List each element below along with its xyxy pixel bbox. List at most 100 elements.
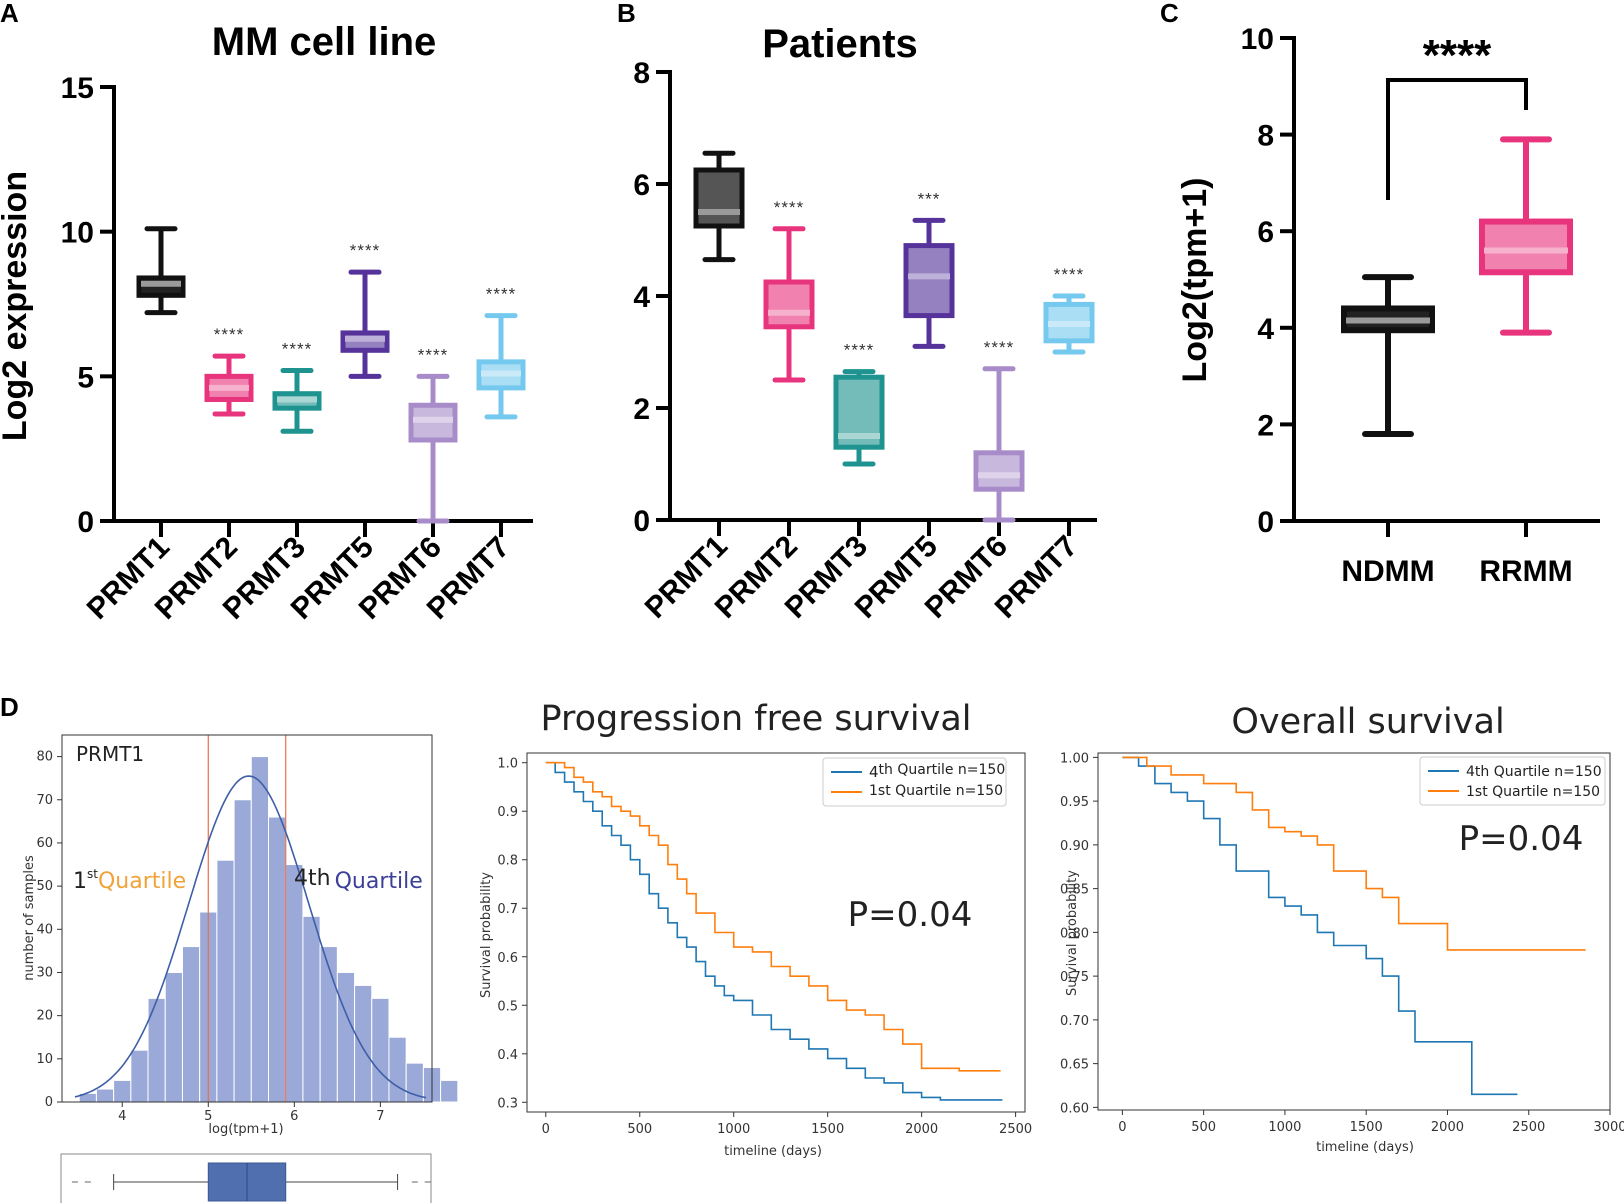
x-tick-label: 2500 [999, 1122, 1032, 1137]
significance-label: **** [418, 345, 448, 364]
pfs-chart: Progression free survival Survival proba… [479, 699, 1032, 1159]
histogram-bars [78, 756, 459, 1103]
x-tick-label: 2000 [905, 1122, 938, 1137]
x-tick-label: 7 [376, 1109, 384, 1124]
y-tick-label: 6 [633, 169, 650, 202]
x-tick-label: 0 [542, 1122, 550, 1137]
y-tick-label: 6 [1257, 216, 1274, 249]
y-tick-label: 0.90 [1060, 839, 1089, 854]
panel-b-title: Patients [762, 22, 918, 66]
pfs-legend-q4-pre: 4 [869, 763, 879, 781]
os-legend-q1: 1st Quartile n=150 [1466, 784, 1600, 800]
x-tick-label: 2000 [1431, 1120, 1464, 1135]
significance-label: **** [486, 285, 516, 304]
y-tick-label: 0.65 [1060, 1058, 1089, 1073]
panel-c-chart: Log2(tpm+1) 0 2 4 6 8 10 NDMM RRMM **** [1176, 23, 1600, 588]
first-quartile-curve [545, 761, 1001, 1072]
os-title: Overall survival [1231, 702, 1504, 742]
x-tick-label: NDMM [1341, 555, 1434, 588]
y-tick-label: 80 [36, 750, 53, 765]
os-axes: 0 500 1000 1500 2000 2500 3000 0.60 0.65 0.70 0.75… [1060, 751, 1624, 1135]
y-tick-label: 20 [36, 1009, 53, 1024]
histogram-bar [233, 799, 252, 1103]
y-tick-label: 10 [1241, 23, 1274, 56]
x-tick-label: 500 [1191, 1120, 1216, 1135]
y-tick-label: 0.6 [497, 951, 518, 966]
pfs-axes: 0 500 1000 1500 2000 2500 0.3 0.4 0.5 0.6 0.7 0.8 0.… [497, 752, 1032, 1137]
histogram-bar [354, 984, 373, 1103]
y-tick-label: 4 [1257, 313, 1274, 346]
y-tick-label: 4 [633, 281, 650, 314]
significance-label: *** [918, 189, 941, 208]
pfs-y-label: Survival probability [479, 872, 494, 998]
significance-label: **** [214, 325, 244, 344]
y-tick-label: 0.4 [497, 1048, 518, 1063]
kde-line [74, 775, 427, 1099]
histogram-gene-label: PRMT1 [76, 742, 144, 766]
panel-a-y-label: Log2 expression [0, 171, 34, 441]
y-tick-label: 0.75 [1060, 970, 1089, 985]
histogram-bar [164, 971, 183, 1103]
panel-c-axes: 0 2 4 6 8 10 NDMM RRMM [1241, 23, 1600, 588]
histogram-bar [302, 915, 321, 1103]
boxplot-frame [60, 1153, 432, 1203]
first-quartile-word: Quartile [98, 869, 186, 894]
y-tick-label: 5 [77, 361, 94, 394]
x-tick-label: RRMM [1479, 555, 1572, 588]
fourth-quartile-label: 4th Quartile [294, 866, 423, 894]
significance-label: **** [844, 341, 874, 360]
histogram-y-label: number of samples [22, 855, 37, 981]
significance-label: **** [350, 241, 380, 260]
x-tick-label: 1000 [1268, 1120, 1301, 1135]
x-tick-label: 4 [118, 1109, 126, 1124]
box-iqr [693, 167, 745, 229]
os-legend: 4th Quartile n=150 1st Quartile n=150 [1419, 756, 1606, 806]
box-iqr [973, 450, 1025, 492]
y-tick-label: 2 [1257, 409, 1274, 442]
y-tick-label: 0.7 [497, 902, 518, 917]
panel-c-y-label: Log2(tpm+1) [1176, 178, 1214, 383]
x-tick-label: 3000 [1593, 1120, 1624, 1135]
panel-c-boxes [1341, 136, 1573, 438]
histogram-bar [388, 1036, 407, 1103]
x-tick-label: 1500 [1350, 1120, 1383, 1135]
histogram-bar [113, 1079, 132, 1103]
y-tick-label: 0 [633, 505, 650, 538]
first-quartile-sup: st [87, 867, 98, 881]
y-tick-label: 15 [61, 72, 94, 105]
first-quartile-curve [1122, 756, 1586, 951]
y-tick-label: 0.8 [497, 854, 518, 869]
fourth-quartile-num: 4th [294, 866, 331, 891]
plot-frame [1097, 752, 1611, 1111]
fourth-quartile-curve [545, 761, 1003, 1101]
comparison-bracket [1386, 78, 1528, 200]
y-tick-label: 40 [36, 922, 53, 937]
comparison-significance: **** [1423, 31, 1492, 80]
panel-b-boxes: ******************* [693, 150, 1095, 523]
y-tick-label: 0.80 [1060, 926, 1089, 941]
y-tick-label: 30 [36, 965, 53, 980]
y-tick-label: 0.3 [497, 1096, 518, 1111]
fourth-quartile-curve [1122, 756, 1518, 1096]
histogram-bar [371, 997, 390, 1103]
histogram-bar [181, 946, 201, 1103]
x-tick-label: 1500 [811, 1122, 844, 1137]
y-tick-label: 0.60 [1060, 1101, 1089, 1116]
os-lines [1122, 756, 1586, 1096]
panel-label-d: D [0, 692, 19, 722]
box-iqr [763, 279, 815, 330]
pfs-legend-q4-rest: th Quartile n=150 [879, 762, 1006, 778]
panel-b-chart: Patients 02468PRMT1PRMT2PRMT3PRMT5PRMT6P… [633, 22, 1097, 625]
histogram-bar [285, 864, 304, 1103]
pfs-legend-q1: 1st Quartile n=150 [869, 783, 1003, 799]
significance-label: **** [282, 340, 312, 359]
pfs-legend-q4: 4th Quartile n=150 [869, 762, 1005, 781]
first-quartile-label: 1stQuartile [73, 867, 186, 894]
y-tick-label: 50 [36, 879, 53, 894]
y-tick-label: 1.00 [1060, 751, 1089, 766]
box-iqr [1479, 218, 1573, 276]
histogram-bar [130, 1049, 149, 1103]
panel-a-boxes: **** **** **** **** **** [136, 226, 526, 524]
box-iqr [903, 243, 955, 319]
